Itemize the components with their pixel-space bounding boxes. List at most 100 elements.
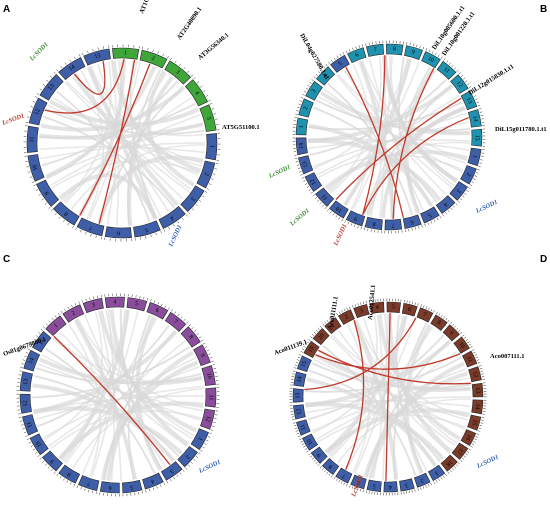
chromosome-number: 6 — [355, 52, 360, 59]
chromosome-number: 7 — [341, 472, 347, 479]
gene-label: LcSOD1 — [0, 112, 25, 127]
chromosome-segment: 3 — [449, 181, 471, 203]
chromosome-number: 3 — [404, 481, 408, 487]
syntenic-link — [305, 402, 445, 461]
chromosome-block — [310, 446, 328, 464]
scale-tick — [341, 310, 343, 313]
chromosome-block — [45, 315, 67, 336]
scale-tick — [56, 69, 59, 72]
scale-tick — [42, 460, 45, 463]
chromosome-segment: 13 — [471, 382, 487, 398]
scale-tick — [59, 476, 62, 479]
chromosome-block — [32, 330, 52, 353]
chromosome-block — [353, 304, 370, 319]
chromosome-number: 15 — [470, 419, 477, 426]
scale-tick — [307, 84, 310, 87]
syntenic-link — [103, 330, 176, 480]
chromosome-segment: 5 — [386, 298, 402, 314]
scale-tick — [448, 62, 451, 65]
chromosome-number: 7 — [422, 312, 427, 319]
scale-tick — [324, 321, 327, 324]
scale-tick — [480, 115, 484, 117]
scale-tick — [76, 485, 79, 488]
scale-tick — [173, 476, 176, 480]
scale-tick — [58, 216, 61, 219]
scale-tick — [166, 481, 169, 484]
scale-tick — [346, 307, 348, 311]
scale-tick — [51, 317, 54, 321]
chromosome-block — [76, 217, 105, 237]
chromosome-number: 2 — [344, 314, 349, 321]
chromosome-number: 1 — [471, 154, 478, 158]
scale-tick — [155, 232, 157, 236]
scale-tick — [479, 162, 482, 164]
scale-tick — [214, 371, 217, 374]
scale-tick — [310, 336, 313, 339]
chromosome-number: 4 — [376, 305, 380, 311]
chromosome-number: 11 — [300, 423, 308, 430]
chromosome-segment: 17 — [451, 442, 471, 462]
scale-tick — [445, 318, 448, 321]
scale-tick — [452, 205, 456, 208]
scale-tick — [297, 356, 301, 359]
chromosome-segment: 5 — [199, 103, 220, 132]
chromosome-number: 8 — [187, 334, 194, 340]
chromosome-segment: 10 — [421, 48, 443, 69]
chromosome-block — [158, 205, 186, 229]
scale-tick — [352, 47, 354, 51]
scale-tick — [437, 54, 440, 57]
scale-tick — [425, 306, 428, 309]
scale-tick — [185, 214, 188, 217]
chromosome-segment: 5 — [420, 206, 442, 227]
chromosome-block — [347, 47, 367, 64]
chromosome-block — [467, 109, 482, 128]
scale-tick — [18, 374, 22, 376]
syntenic-link — [36, 367, 202, 385]
scale-tick — [301, 177, 305, 179]
chromosome-block — [199, 104, 217, 132]
scale-tick — [208, 99, 211, 102]
scale-tick — [185, 467, 188, 470]
chromosome-segment: 5 — [328, 52, 350, 73]
scale-tick — [303, 346, 306, 348]
chromosome-segment: 12 — [301, 172, 323, 194]
chromosome-number: 11 — [29, 137, 35, 143]
chromosome-number: 11 — [321, 193, 329, 201]
scale-tick — [338, 217, 341, 220]
scale-tick — [202, 446, 205, 449]
chromosome-segment: 10 — [201, 364, 219, 386]
scale-tick — [40, 328, 43, 331]
scale-tick — [64, 308, 66, 312]
scale-tick — [463, 455, 467, 458]
chromosome-number: 14 — [297, 376, 304, 383]
chromosome-segment: 14 — [467, 108, 485, 128]
chromosome-block — [404, 45, 423, 60]
scale-tick — [472, 92, 475, 94]
chromosome-number: 3 — [455, 188, 462, 194]
scale-tick — [308, 188, 311, 191]
gene-pair-link — [315, 353, 461, 370]
gene-label: Aco011139.1 — [273, 339, 308, 357]
chromosome-segment: 15 — [467, 414, 485, 432]
chromosome-number: 4 — [169, 214, 175, 221]
scale-tick — [435, 480, 438, 483]
chromosome-block — [78, 475, 100, 492]
chromosome-number: 9 — [198, 353, 205, 358]
syntenic-link — [363, 317, 428, 471]
chromosome-block — [421, 51, 441, 69]
chromosome-segment: 15 — [471, 128, 486, 147]
scale-tick — [97, 47, 99, 50]
scale-tick — [74, 56, 76, 60]
chromosome-segment: 6 — [104, 226, 133, 242]
scale-tick — [188, 324, 191, 327]
syntenic-link — [39, 145, 205, 154]
scale-tick — [411, 489, 413, 493]
chromosome-number: 3 — [168, 467, 174, 474]
scale-tick — [328, 317, 331, 321]
scale-tick — [49, 75, 52, 78]
scale-tick — [193, 458, 196, 461]
gene-pair-link — [392, 67, 435, 219]
scale-tick — [419, 45, 421, 49]
scale-tick — [313, 459, 316, 462]
scale-tick — [462, 334, 465, 337]
